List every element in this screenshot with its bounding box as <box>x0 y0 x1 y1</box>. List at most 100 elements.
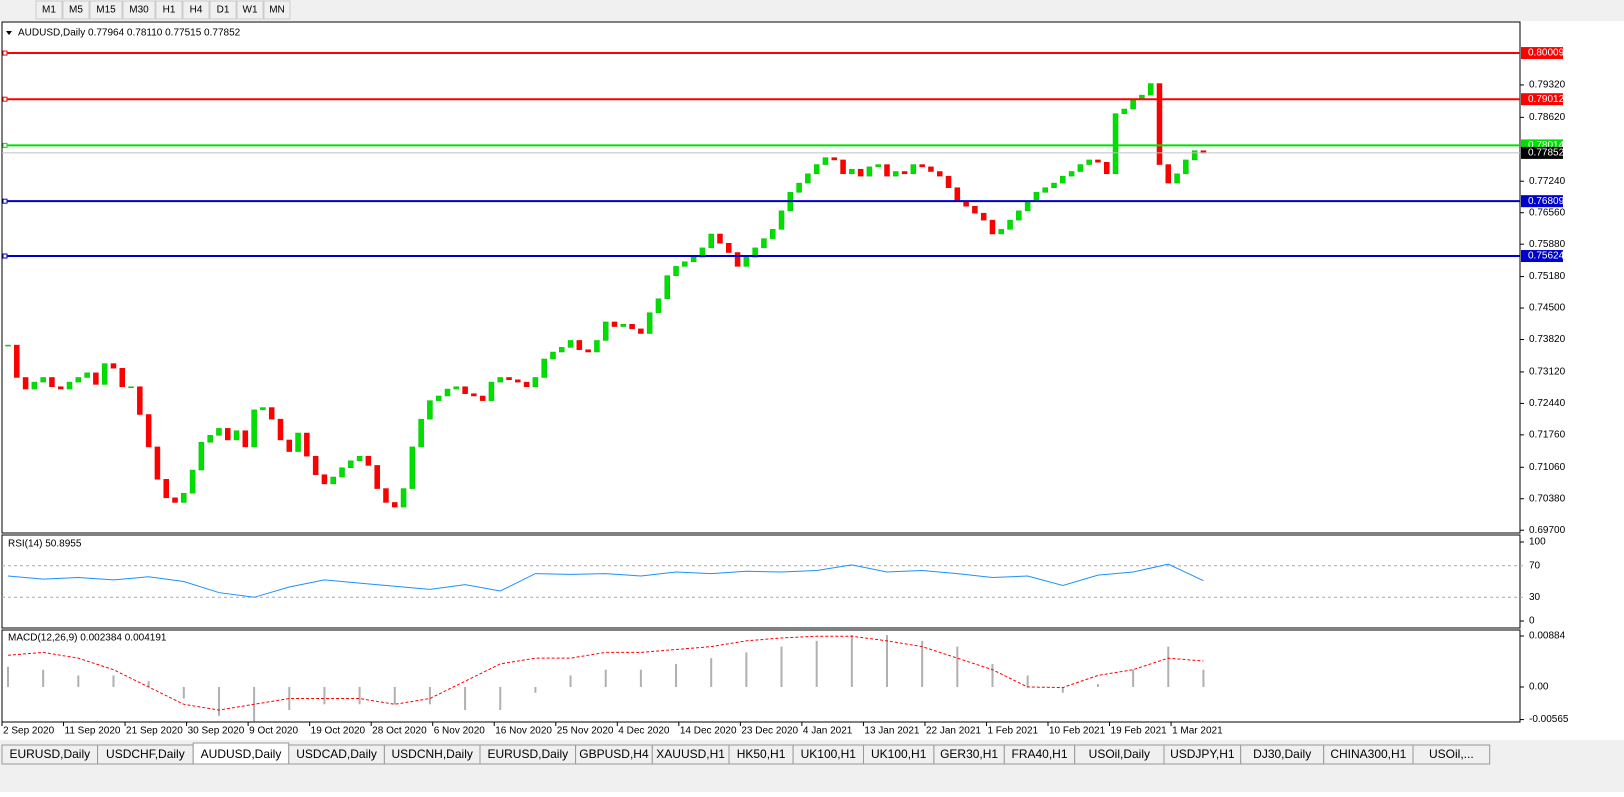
candle <box>769 229 776 239</box>
candle <box>1042 187 1048 193</box>
macd-signal <box>7 635 1204 711</box>
candle <box>567 340 574 348</box>
candle <box>910 164 917 175</box>
candle <box>225 428 231 441</box>
macd-tick-label: 0.00 <box>1529 682 1549 693</box>
candle <box>101 363 108 385</box>
macd-bar <box>569 675 572 687</box>
candle <box>620 323 627 327</box>
candle <box>260 407 266 411</box>
candle <box>1130 99 1136 110</box>
y-tick-label: 0.77240 <box>1529 176 1566 187</box>
level-label: 0.76809 <box>1528 196 1565 207</box>
timeframe-button[interactable] <box>263 0 291 20</box>
candle <box>321 474 328 485</box>
timeframe-button[interactable] <box>236 0 264 20</box>
candle <box>638 328 644 334</box>
candle <box>216 428 222 436</box>
candle <box>963 201 969 207</box>
x-tick-label: 16 Nov 2020 <box>495 726 552 737</box>
tab-label: UK100,H1 <box>801 747 857 761</box>
macd-tick-label: -0.00565 <box>1529 714 1569 725</box>
candle <box>427 400 433 420</box>
candle <box>31 381 38 390</box>
candle <box>726 242 732 253</box>
candle <box>822 157 829 165</box>
y-tick-label: 0.76560 <box>1529 207 1566 218</box>
candle <box>409 446 416 489</box>
candle <box>840 159 846 175</box>
candle <box>479 395 486 401</box>
timeframe-button[interactable] <box>62 0 90 20</box>
timeframe-label: M5 <box>69 5 83 16</box>
tab-label: CHINA300,H1 <box>1330 747 1406 761</box>
main-panel <box>1 21 1521 534</box>
candle <box>1086 159 1092 165</box>
macd-bar <box>639 669 642 687</box>
candle <box>857 168 864 177</box>
macd-bar <box>710 658 713 687</box>
candle <box>901 171 908 175</box>
timeframe-button[interactable] <box>89 0 123 20</box>
candle <box>655 298 662 313</box>
candle <box>1112 113 1119 175</box>
candle <box>1016 210 1022 221</box>
candle <box>1007 219 1013 230</box>
timeframe-button[interactable] <box>182 0 210 20</box>
candle <box>128 386 134 388</box>
rsi-tick-label: 30 <box>1529 592 1541 603</box>
x-tick-label: 14 Dec 2020 <box>680 726 737 737</box>
level-handle <box>2 253 8 259</box>
level-label: 0.78014 <box>1528 140 1565 151</box>
candle <box>893 171 899 177</box>
timeframe-button[interactable] <box>209 0 237 20</box>
candle <box>919 164 925 168</box>
tab-label: USOil,... <box>1429 747 1474 761</box>
tab-label: USOil,Daily <box>1089 747 1150 761</box>
y-tick-label: 0.71060 <box>1529 462 1566 473</box>
candle <box>356 455 363 462</box>
macd-bar <box>850 635 853 687</box>
macd-bar <box>1132 669 1135 687</box>
macd-bar <box>393 686 396 705</box>
rsi-line <box>7 563 1204 598</box>
tab-label: EURUSD,Daily <box>9 747 90 761</box>
macd-label: MACD(12,26,9) 0.002384 0.004191 <box>8 633 167 644</box>
level-handle <box>2 50 8 56</box>
candle <box>163 479 169 499</box>
candle <box>1060 175 1066 184</box>
candle <box>198 442 205 471</box>
macd-bar <box>42 669 45 687</box>
candle <box>550 351 556 360</box>
timeframe-label: W1 <box>243 5 258 16</box>
x-tick-label: 4 Jan 2021 <box>803 726 853 737</box>
timeframe-label: M15 <box>96 5 116 16</box>
candle <box>435 395 442 401</box>
timeframe-label: H1 <box>163 5 176 16</box>
candle <box>646 312 653 334</box>
candle <box>242 430 249 448</box>
timeframe-button[interactable] <box>35 0 63 20</box>
timeframe-button[interactable] <box>122 0 156 20</box>
candle <box>690 256 697 263</box>
macd-bar <box>7 666 9 687</box>
tab[interactable] <box>1412 744 1491 765</box>
tab-label: DJ30,Daily <box>1253 747 1311 761</box>
level-handle <box>2 198 8 204</box>
x-tick-label: 30 Sep 2020 <box>188 726 245 737</box>
candle <box>22 377 29 390</box>
candle <box>471 393 477 397</box>
timeframe-button[interactable] <box>155 0 183 20</box>
candle <box>761 238 767 249</box>
candle <box>1104 161 1110 175</box>
candle <box>374 465 380 489</box>
candle <box>110 363 117 369</box>
header-arrow <box>6 31 12 35</box>
candle <box>1174 173 1180 184</box>
candle <box>277 418 284 441</box>
level-label: 0.75624 <box>1528 251 1565 262</box>
tab-label: XAUUSD,H1 <box>656 747 725 761</box>
macd-bar <box>428 686 431 705</box>
